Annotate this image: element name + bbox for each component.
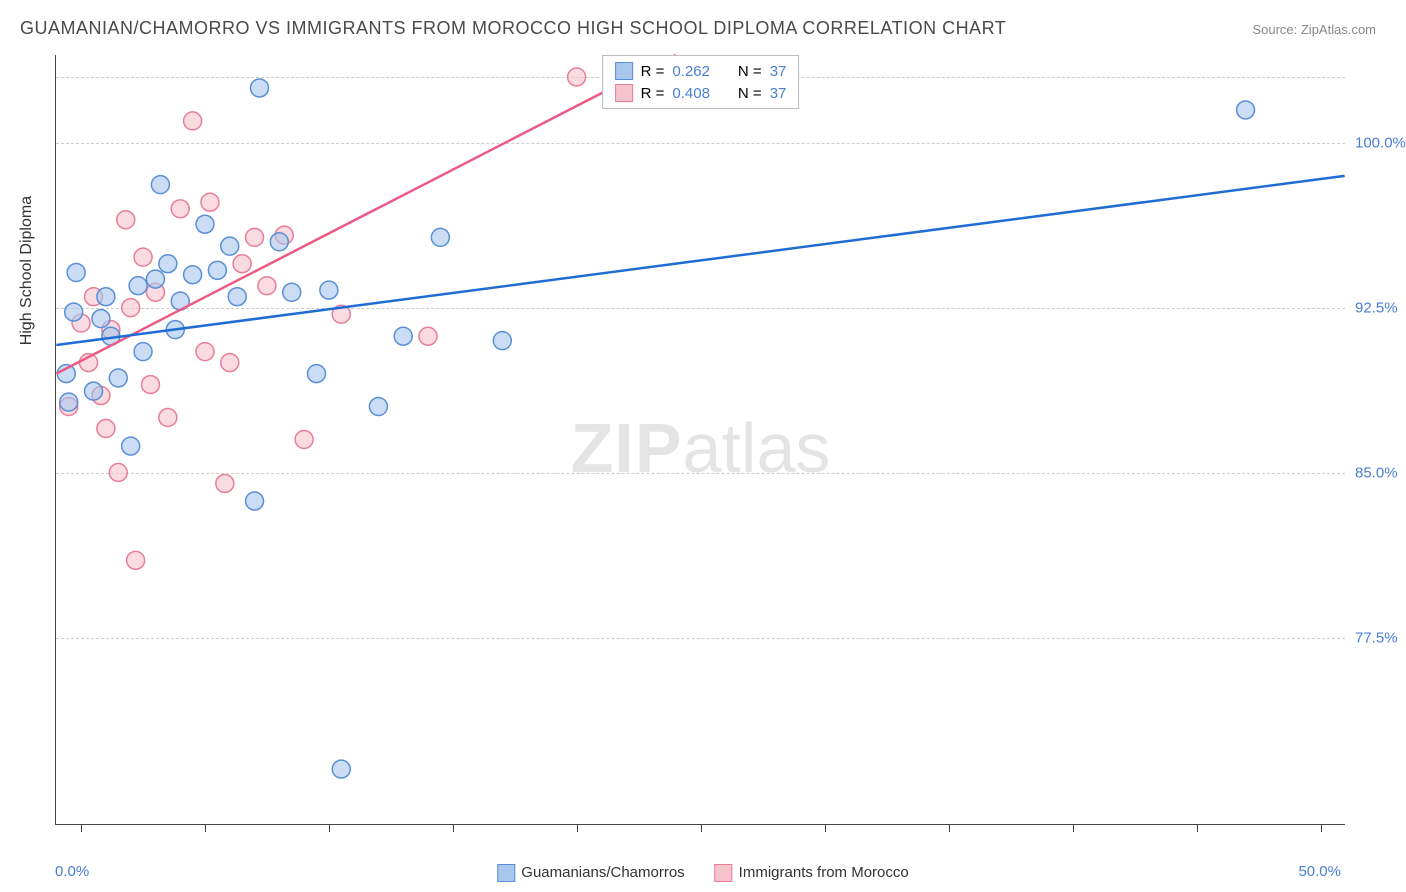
point-guamanian xyxy=(67,264,85,282)
point-guamanian xyxy=(307,365,325,383)
point-guamanian xyxy=(369,398,387,416)
point-guamanian xyxy=(65,303,83,321)
r-value: 0.262 xyxy=(672,63,710,80)
y-tick-label: 92.5% xyxy=(1355,300,1406,317)
point-guamanian xyxy=(129,277,147,295)
point-guamanian xyxy=(246,492,264,510)
chart-container: GUAMANIAN/CHAMORRO VS IMMIGRANTS FROM MO… xyxy=(0,0,1406,892)
legend-label: Immigrants from Morocco xyxy=(739,864,909,881)
legend-label: Guamanians/Chamorros xyxy=(521,864,684,881)
legend-swatch xyxy=(715,864,733,882)
y-tick-label: 77.5% xyxy=(1355,630,1406,647)
x-tick xyxy=(205,824,206,832)
n-value: 37 xyxy=(770,85,787,102)
point-guamanian xyxy=(159,255,177,273)
regression-line-morocco xyxy=(56,55,675,374)
point-guamanian xyxy=(109,369,127,387)
legend-swatch xyxy=(615,62,633,80)
y-axis-label: High School Diploma xyxy=(18,196,36,345)
point-morocco xyxy=(127,551,145,569)
series-legend: Guamanians/Chamorros Immigrants from Moro… xyxy=(497,864,908,882)
point-guamanian xyxy=(196,215,214,233)
point-guamanian xyxy=(251,79,269,97)
point-morocco xyxy=(295,431,313,449)
point-guamanian xyxy=(184,266,202,284)
x-tick xyxy=(329,824,330,832)
point-guamanian xyxy=(394,327,412,345)
n-value: 37 xyxy=(770,63,787,80)
legend-swatch xyxy=(497,864,515,882)
point-morocco xyxy=(258,277,276,295)
x-tick xyxy=(1073,824,1074,832)
x-max-label: 50.0% xyxy=(1298,863,1341,880)
y-tick-label: 100.0% xyxy=(1355,135,1406,152)
point-morocco xyxy=(109,463,127,481)
x-tick xyxy=(1197,824,1198,832)
point-guamanian xyxy=(431,228,449,246)
r-value: 0.408 xyxy=(672,85,710,102)
legend-row: R = 0.408 N = 37 xyxy=(615,82,787,104)
point-guamanian xyxy=(60,393,78,411)
point-guamanian xyxy=(208,261,226,279)
x-tick xyxy=(825,824,826,832)
n-label: N = xyxy=(738,85,762,102)
point-morocco xyxy=(97,420,115,438)
point-morocco xyxy=(246,228,264,246)
x-tick xyxy=(577,824,578,832)
r-label: R = xyxy=(641,85,665,102)
point-morocco xyxy=(568,68,586,86)
point-guamanian xyxy=(85,382,103,400)
point-guamanian xyxy=(228,288,246,306)
point-guamanian xyxy=(493,332,511,350)
point-guamanian xyxy=(134,343,152,361)
x-tick xyxy=(81,824,82,832)
legend-item: Immigrants from Morocco xyxy=(715,864,909,882)
point-guamanian xyxy=(221,237,239,255)
source-label: Source: ZipAtlas.com xyxy=(1252,22,1376,37)
point-morocco xyxy=(141,376,159,394)
point-morocco xyxy=(196,343,214,361)
x-min-label: 0.0% xyxy=(55,863,89,880)
point-morocco xyxy=(171,200,189,218)
point-guamanian xyxy=(97,288,115,306)
x-tick xyxy=(453,824,454,832)
point-morocco xyxy=(159,409,177,427)
point-morocco xyxy=(201,193,219,211)
point-guamanian xyxy=(1237,101,1255,119)
point-morocco xyxy=(122,299,140,317)
point-guamanian xyxy=(332,760,350,778)
point-guamanian xyxy=(270,233,288,251)
y-tick-label: 85.0% xyxy=(1355,465,1406,482)
correlation-legend: R = 0.262 N = 37 R = 0.408 N = 37 xyxy=(602,55,800,109)
x-tick xyxy=(949,824,950,832)
plot-area: ZIPatlas R = 0.262N = 37R = 0.408N = 37 … xyxy=(55,55,1345,825)
scatter-svg xyxy=(56,55,1345,824)
point-morocco xyxy=(184,112,202,130)
point-morocco xyxy=(117,211,135,229)
point-guamanian xyxy=(283,283,301,301)
point-morocco xyxy=(134,248,152,266)
point-guamanian xyxy=(146,270,164,288)
legend-swatch xyxy=(615,84,633,102)
point-guamanian xyxy=(151,176,169,194)
chart-title: GUAMANIAN/CHAMORRO VS IMMIGRANTS FROM MO… xyxy=(20,18,1006,39)
legend-item: Guamanians/Chamorros xyxy=(497,864,684,882)
x-tick xyxy=(701,824,702,832)
point-guamanian xyxy=(92,310,110,328)
point-morocco xyxy=(216,474,234,492)
point-morocco xyxy=(221,354,239,372)
point-guamanian xyxy=(122,437,140,455)
legend-row: R = 0.262 N = 37 xyxy=(615,60,787,82)
x-tick xyxy=(1321,824,1322,832)
n-label: N = xyxy=(738,63,762,80)
point-morocco xyxy=(233,255,251,273)
r-label: R = xyxy=(641,63,665,80)
point-guamanian xyxy=(320,281,338,299)
point-morocco xyxy=(419,327,437,345)
